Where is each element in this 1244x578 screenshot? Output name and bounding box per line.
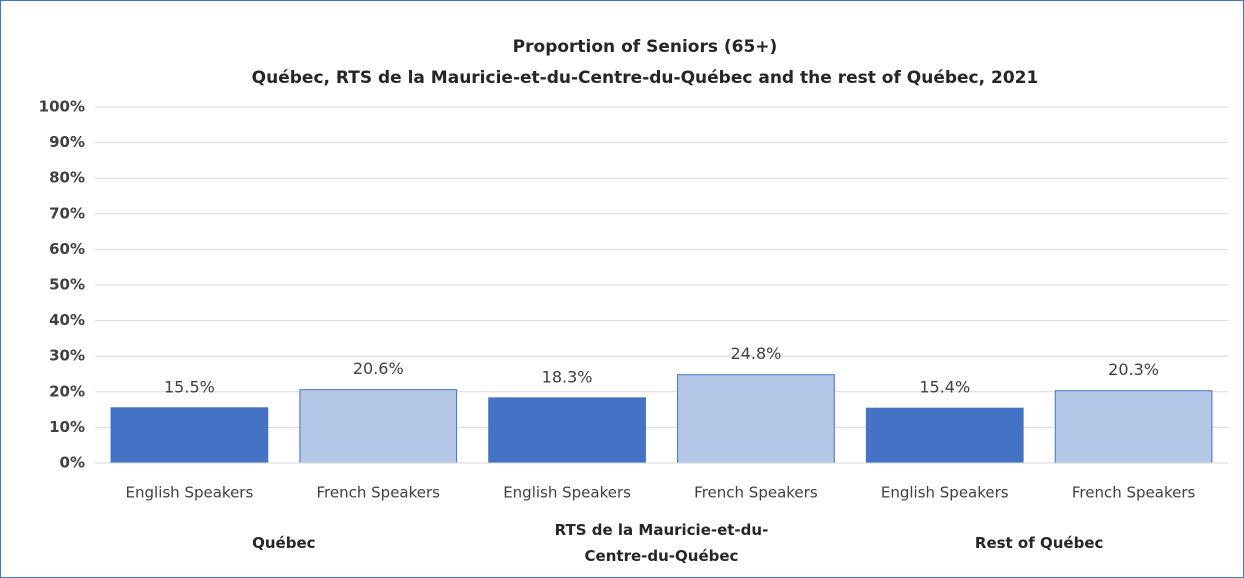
y-tick-label: 30% <box>49 347 85 365</box>
group-label: Rest of Québec <box>974 534 1104 552</box>
y-tick-label: 70% <box>49 204 85 222</box>
data-label: 20.6% <box>353 359 404 378</box>
group-label: RTS de la Mauricie-et-du-Centre-du-Québe… <box>554 521 769 565</box>
x-tick-label: French Speakers <box>694 484 818 502</box>
bar <box>488 397 646 464</box>
x-tick-label: French Speakers <box>317 484 441 502</box>
y-tick-label: 90% <box>49 133 85 151</box>
y-tick-label: 60% <box>49 240 85 258</box>
x-tick-label: English Speakers <box>881 484 1009 502</box>
data-label: 24.8% <box>731 344 782 363</box>
group-wrap: Québec <box>105 510 463 576</box>
data-label: 18.3% <box>542 367 593 386</box>
y-tick-label: 50% <box>49 276 85 294</box>
data-label: 15.5% <box>164 377 215 396</box>
bar <box>865 407 1024 464</box>
group-wrap: Rest of Québec <box>860 510 1218 576</box>
y-tick-label: 100% <box>39 98 85 116</box>
bar <box>1054 390 1213 464</box>
x-tick-label: English Speakers <box>503 484 631 502</box>
chart-title: Proportion of Seniors (65+) <box>513 37 778 57</box>
y-tick-label: 80% <box>49 169 85 187</box>
bar <box>299 389 458 464</box>
bar <box>677 374 835 464</box>
group-label-box: RTS de la Mauricie-et-du-Centre-du-Québe… <box>483 510 841 576</box>
bar <box>110 407 269 464</box>
data-label: 20.3% <box>1108 360 1159 379</box>
y-tick-label: 40% <box>49 311 85 329</box>
group-label-box: Rest of Québec <box>860 510 1218 576</box>
y-tick-label: 10% <box>49 418 85 436</box>
x-tick-label: French Speakers <box>1072 484 1196 502</box>
group-label-box: Québec <box>105 510 463 576</box>
group-label: Québec <box>252 534 316 552</box>
data-label: 15.4% <box>919 378 970 397</box>
group-wrap: RTS de la Mauricie-et-du-Centre-du-Québe… <box>483 510 841 576</box>
y-tick-label: 20% <box>49 382 85 400</box>
y-tick-label: 0% <box>60 454 85 472</box>
chart-subtitle: Québec, RTS de la Mauricie-et-du-Centre-… <box>252 68 1039 88</box>
x-tick-label: English Speakers <box>126 484 254 502</box>
